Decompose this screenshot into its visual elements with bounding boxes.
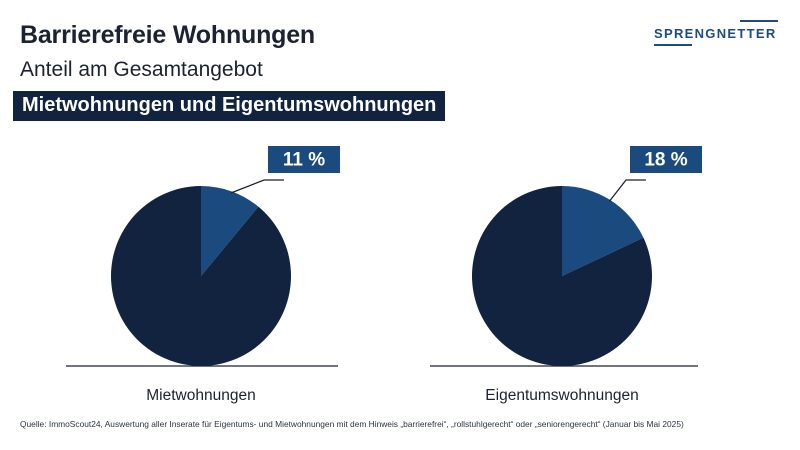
page-subtitle: Anteil am Gesamtangebot	[20, 58, 263, 81]
source-note: Quelle: ImmoScout24, Auswertung aller In…	[20, 419, 684, 429]
pie-slice-remainder	[110, 186, 292, 366]
logo-bottom-line	[654, 44, 692, 46]
pie-slice-remainder	[472, 186, 652, 366]
category-label: Eigentumswohnungen	[485, 387, 638, 404]
sprengnetter-logo: SPRENGNETTER	[654, 18, 778, 46]
pie-chart-eigentumswohnungen: 18 % Eigentumswohnungen	[430, 146, 702, 404]
label-leader-line	[608, 179, 646, 202]
category-label: Mietwohnungen	[146, 387, 255, 404]
data-label-box	[630, 146, 702, 173]
logo-top-line	[740, 20, 778, 22]
label-leader-line	[230, 179, 284, 194]
data-label-box	[268, 146, 340, 173]
pie-slice-highlight	[201, 186, 259, 276]
data-label: 18 %	[644, 150, 687, 171]
pie-chart-mietwohnungen: 11 % Mietwohnungen	[66, 146, 340, 404]
data-label: 11 %	[283, 150, 325, 171]
page-title: Barrierefreie Wohnungen	[20, 21, 315, 49]
section-banner: Mietwohnungen und Eigentumswohnungen	[13, 91, 446, 121]
logo-text: SPRENGNETTER	[654, 26, 777, 41]
pie-slice-highlight	[562, 186, 644, 276]
